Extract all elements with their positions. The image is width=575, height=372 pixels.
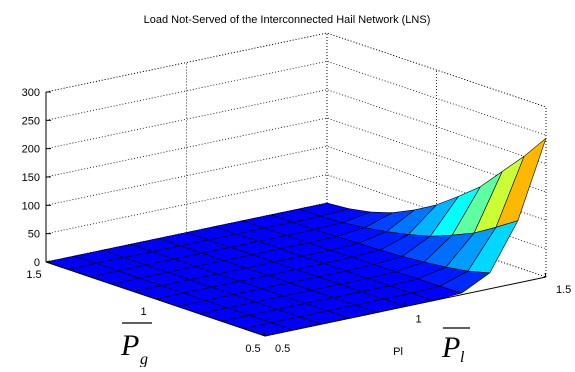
y-tick-mark	[264, 334, 270, 337]
y-axis-symbol-label: P g	[120, 322, 152, 368]
y-axis-symbol-subscript: g	[140, 351, 148, 367]
chart-title: Load Not-Served of the Interconnected Ha…	[144, 14, 431, 26]
x-tick-mark	[263, 331, 266, 337]
x-axis-symbol: P	[441, 331, 460, 364]
z-tick-label: 250	[22, 115, 40, 127]
y-tick-label: 0.5	[245, 343, 260, 355]
x-tick-mark	[404, 302, 406, 307]
x-axis-label: Pl	[393, 346, 403, 358]
y-tick-mark	[155, 297, 160, 300]
y-tick-mark	[45, 260, 51, 263]
z-tick-label: 0	[34, 257, 40, 269]
x-tick-label: 0.5	[275, 343, 290, 355]
tick-labels: 0 50 100 150 200 250 300 0.5 1 1.5 0.5 1 1.5	[22, 87, 572, 355]
z-tick-label: 100	[22, 200, 40, 212]
z-gridline	[45, 117, 547, 193]
x-tick-label: 1	[416, 314, 422, 326]
z-gridline	[45, 32, 547, 108]
z-tick-label: 50	[28, 229, 40, 241]
y-tick-label: 1.5	[26, 269, 41, 281]
y-tick-label: 1	[140, 306, 146, 318]
z-gridline	[45, 89, 547, 165]
y-axis-symbol: P	[120, 329, 139, 362]
x-tick-label: 1.5	[556, 284, 571, 296]
z-tick-label: 200	[22, 144, 40, 156]
x-axis-symbol-label: P l	[441, 327, 470, 366]
x-axis-symbol-subscript: l	[460, 349, 465, 366]
surface-mesh	[45, 137, 547, 337]
z-tick-label: 150	[22, 172, 40, 184]
z-tick-label: 300	[22, 87, 40, 99]
x-tick-mark	[544, 272, 547, 278]
z-gridline	[45, 60, 547, 136]
